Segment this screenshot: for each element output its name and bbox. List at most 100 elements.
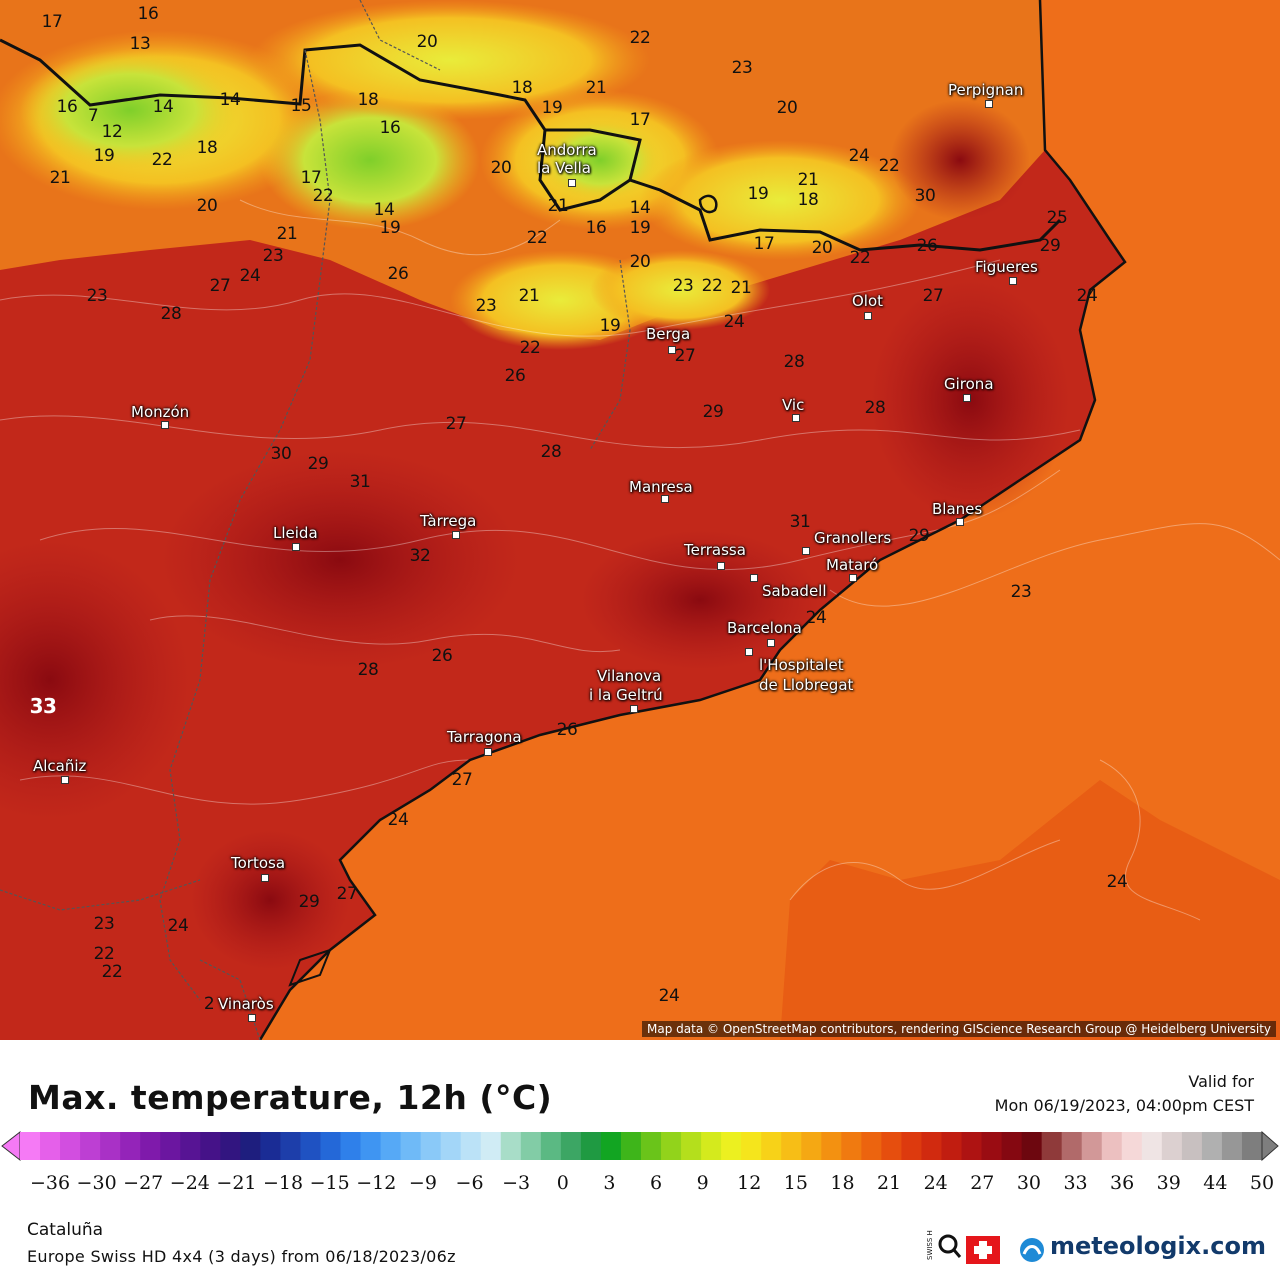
temperature-value-label: 19 (93, 146, 115, 166)
city-label: i la Geltrú (589, 686, 663, 704)
temperature-value-label: 28 (864, 398, 886, 418)
temperature-value-label: 22 (93, 944, 115, 964)
city-marker[interactable] (792, 414, 800, 422)
scale-swatch (520, 1132, 542, 1160)
city-marker[interactable] (661, 495, 669, 503)
color-scale-bar (1, 1130, 1279, 1162)
scale-max-arrow (1261, 1130, 1279, 1162)
scale-swatch (901, 1132, 922, 1160)
region-name: Cataluña (27, 1220, 104, 1240)
map-base-layer (0, 0, 1280, 1040)
temperature-value-label: 16 (379, 118, 401, 138)
map-attribution[interactable]: Map data © OpenStreetMap contributors, r… (642, 1021, 1276, 1037)
city-marker[interactable] (568, 179, 576, 187)
temperature-value-label: 17 (300, 168, 322, 188)
scale-tick-label: 6 (649, 1172, 663, 1194)
color-scale-ticks: −36 −30 −27 −24 −21 −18 −15 −12 −9 −6 −3 0 3 6 9 12 15 18… (0, 1172, 1280, 1196)
scale-tick-label: −9 (408, 1172, 437, 1194)
temperature-value-label: 32 (409, 546, 431, 566)
city-label: Andorra (537, 141, 597, 159)
france-border (0, 38, 1062, 252)
temperature-map[interactable]: 17 16 13 20 22 23 16 7 14 14 15 18 18 21 19 17 20 12 19 22 1… (0, 0, 1280, 1040)
scale-swatch (580, 1132, 602, 1160)
city-marker[interactable] (956, 518, 964, 526)
temperature-value-label: 12 (101, 122, 123, 142)
city-marker[interactable] (745, 648, 753, 656)
city-marker[interactable] (630, 705, 638, 713)
scale-swatch (1001, 1132, 1023, 1160)
city-label: Girona (944, 375, 994, 393)
magnifier-icon (938, 1234, 958, 1254)
temperature-value-label: 24 (658, 986, 680, 1006)
scale-tick-label: −15 (309, 1172, 350, 1194)
scale-swatch (200, 1132, 221, 1160)
temperature-value-label: 22 (526, 228, 548, 248)
temperature-value-label: 21 (585, 78, 607, 98)
scale-tick-label: −30 (76, 1172, 117, 1194)
scale-tick-label: 0 (556, 1172, 569, 1194)
temperature-value-label: 17 (629, 110, 651, 130)
scale-tick-label: −36 (29, 1172, 71, 1194)
temperature-value-label: 22 (519, 338, 541, 358)
valid-date: Mon 06/19/2023, 04:00pm CEST (994, 1096, 1254, 1115)
temperature-value-label: 19 (629, 218, 651, 238)
temperature-value-label: 23 (1010, 582, 1032, 602)
scale-swatch (1221, 1132, 1243, 1160)
temperature-value-label: 27 (922, 286, 944, 306)
temperature-value-label: 2 (203, 994, 215, 1014)
scale-swatch (540, 1132, 562, 1160)
temperature-value-label: 22 (101, 962, 123, 982)
temperature-value-label: 23 (475, 296, 497, 316)
model-run-info: Europe Swiss HD 4x4 (3 days) from 06/18/… (27, 1247, 456, 1266)
andorra-border (538, 129, 631, 212)
city-marker[interactable] (864, 312, 872, 320)
city-marker[interactable] (248, 1014, 256, 1022)
temperature-value-label: 20 (196, 196, 218, 216)
city-marker[interactable] (802, 547, 810, 555)
city-label: Olot (852, 292, 884, 310)
scale-swatch (1181, 1132, 1203, 1160)
temperature-value-label: 14 (373, 200, 395, 220)
city-marker[interactable] (161, 421, 169, 429)
city-marker[interactable] (767, 639, 775, 647)
temperature-value-label: 21 (49, 168, 71, 188)
city-marker[interactable] (963, 394, 971, 402)
scale-swatch (440, 1132, 462, 1160)
city-marker[interactable] (484, 748, 492, 756)
temperature-value-label: 27 (451, 770, 473, 790)
city-marker[interactable] (717, 562, 725, 570)
city-marker[interactable] (261, 874, 269, 882)
scale-swatch (460, 1132, 482, 1160)
city-marker[interactable] (985, 100, 993, 108)
temperature-value-label: 28 (783, 352, 805, 372)
temperature-value-label: 22 (849, 248, 871, 268)
city-marker[interactable] (61, 776, 69, 784)
swiss-hd-text: SWISS HD (926, 1230, 934, 1260)
temperature-value-label: 26 (387, 264, 409, 284)
scale-swatch (1141, 1132, 1163, 1160)
scale-swatch (260, 1132, 281, 1160)
scale-swatch (400, 1132, 422, 1160)
meteologix-logo-icon (1020, 1238, 1044, 1262)
city-marker[interactable] (849, 574, 857, 582)
temperature-value-label: 22 (151, 150, 173, 170)
sea-warm-zone (780, 780, 1280, 1040)
temperature-value-label: 30 (270, 444, 292, 464)
city-marker[interactable] (668, 346, 676, 354)
scale-swatch (560, 1132, 582, 1160)
city-label: Vic (782, 396, 805, 414)
temperature-value-label: 24 (723, 312, 745, 332)
scale-swatch (1101, 1132, 1123, 1160)
meteologix-brand[interactable]: meteologix.com (1050, 1232, 1266, 1260)
temperature-value-label: 22 (878, 156, 900, 176)
city-label: Tàrrega (420, 512, 477, 530)
city-marker[interactable] (452, 531, 460, 539)
city-label: Perpignan (948, 81, 1024, 99)
city-marker[interactable] (1009, 277, 1017, 285)
scale-tick-label: −12 (356, 1172, 397, 1194)
city-marker[interactable] (750, 574, 758, 582)
scale-tick-label: 21 (876, 1172, 902, 1194)
temperature-value-label: 29 (307, 454, 329, 474)
legend-footer: Max. temperature, 12h (°C) Valid for Mon… (0, 1040, 1280, 1280)
city-marker[interactable] (292, 543, 300, 551)
